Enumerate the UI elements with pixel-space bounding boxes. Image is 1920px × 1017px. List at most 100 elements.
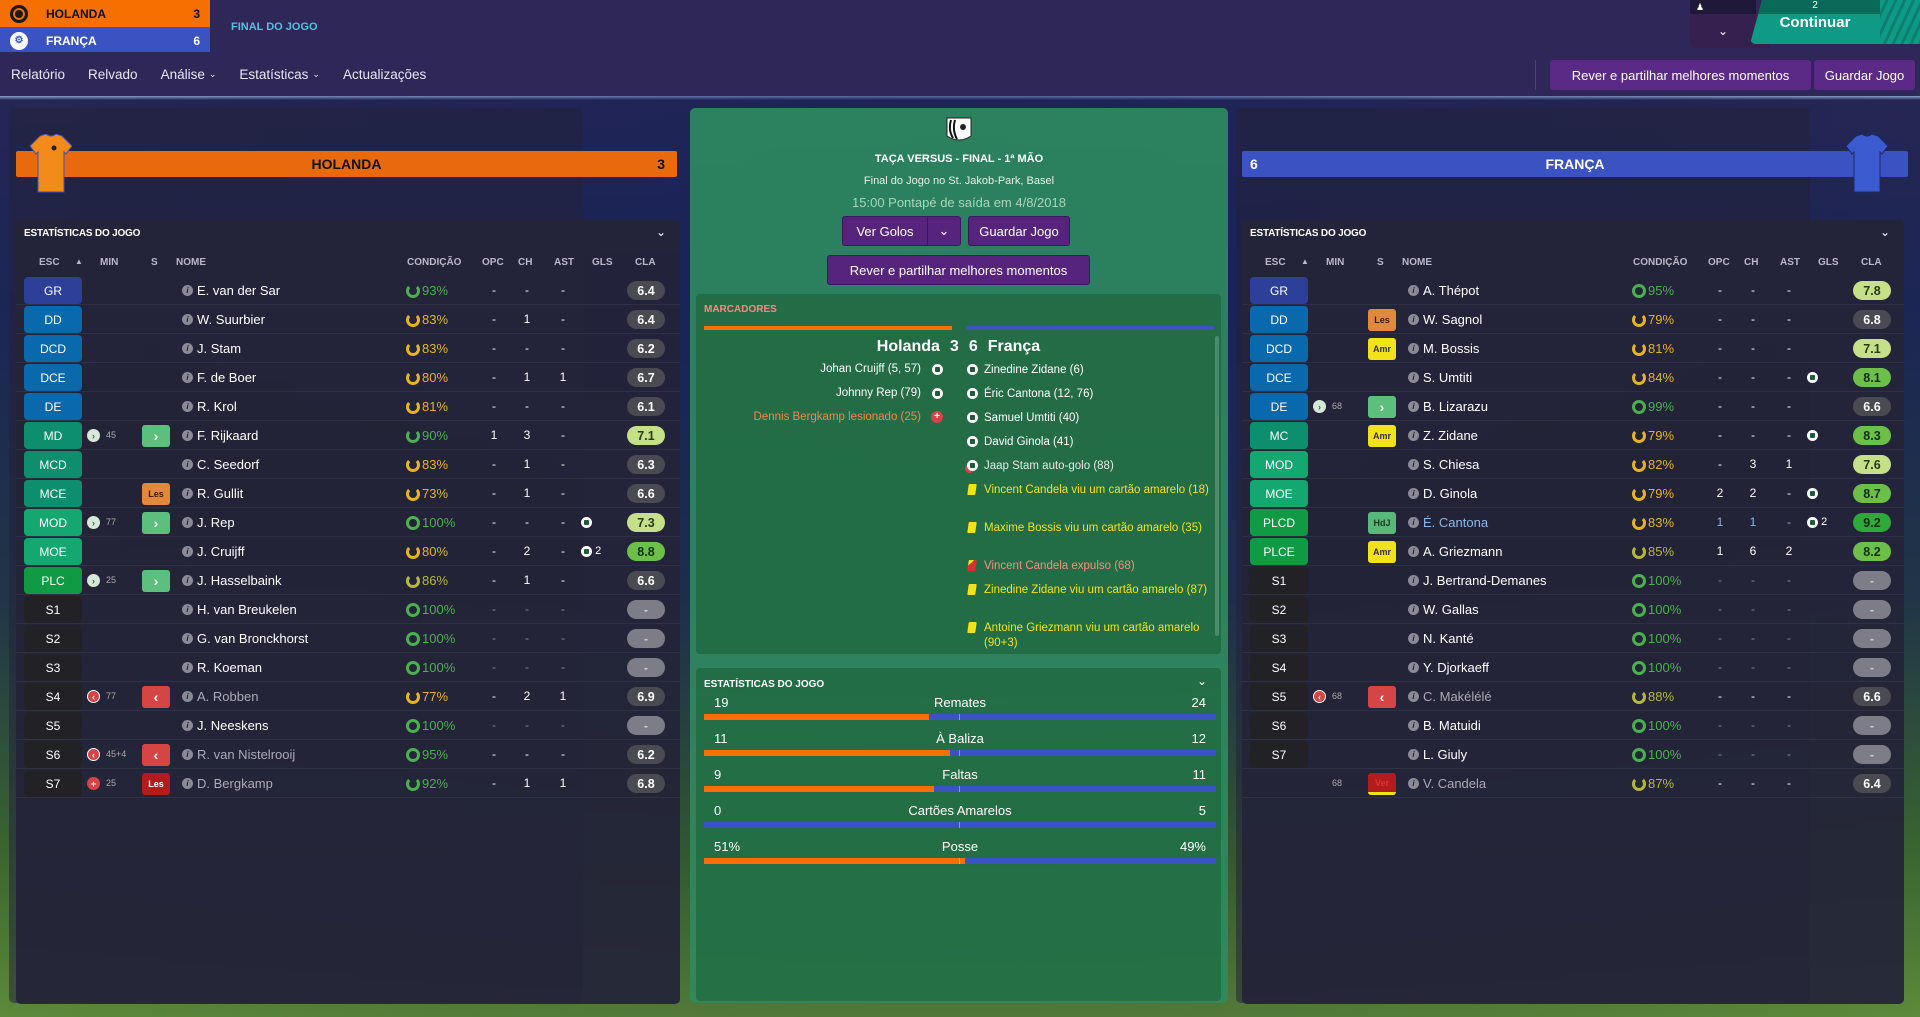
player-name[interactable]: D. Ginola bbox=[1423, 486, 1478, 501]
position-badge[interactable]: MCE bbox=[24, 480, 82, 507]
player-name[interactable]: F. Rijkaard bbox=[197, 428, 259, 443]
player-name[interactable]: E. van der Sar bbox=[197, 283, 281, 298]
position-badge[interactable]: S3 bbox=[1250, 625, 1308, 652]
info-icon[interactable]: i bbox=[1408, 575, 1419, 586]
player-row[interactable]: MCD i C. Seedorf 83% - 1 - 6.3 bbox=[16, 450, 680, 479]
player-row[interactable]: S6 ‹ 45+4 ‹ i R. van Nistelrooij 95% - - - 6.2 bbox=[16, 740, 680, 769]
info-icon[interactable]: i bbox=[182, 285, 193, 296]
info-icon[interactable]: i bbox=[1408, 488, 1419, 499]
player-row[interactable]: PLCE Amr i A. Griezmann 85% 1 6 2 8.2 bbox=[1242, 537, 1904, 566]
position-badge[interactable]: PLC bbox=[24, 567, 82, 594]
player-row[interactable]: MC Amr i Z. Zidane 79% - - - 8.3 bbox=[1242, 421, 1904, 450]
col-opc[interactable]: OPC bbox=[1708, 257, 1730, 268]
player-row[interactable]: PLCD HdJ i É. Cantona 83% 1 1 - 2 9.2 bbox=[1242, 508, 1904, 537]
info-icon[interactable]: i bbox=[182, 720, 193, 731]
info-icon[interactable]: i bbox=[1408, 314, 1419, 325]
player-name[interactable]: W. Suurbier bbox=[197, 312, 265, 327]
player-name[interactable]: J. Stam bbox=[197, 341, 242, 356]
position-badge[interactable]: S2 bbox=[24, 625, 82, 652]
info-icon[interactable]: i bbox=[182, 372, 193, 383]
col-gls[interactable]: GLS bbox=[592, 257, 613, 268]
player-name[interactable]: Y. Djorkaeff bbox=[1423, 660, 1490, 675]
col-min[interactable]: MIN bbox=[100, 257, 119, 268]
nav-item-analise[interactable]: Análise ⌄ bbox=[161, 67, 217, 82]
position-badge[interactable]: MCD bbox=[24, 451, 82, 478]
player-row[interactable]: S4 i Y. Djorkaeff 100% - - - - bbox=[1242, 653, 1904, 682]
player-row[interactable]: S7 i L. Giuly 100% - - - - bbox=[1242, 740, 1904, 769]
position-badge[interactable]: MD bbox=[24, 422, 82, 449]
position-badge[interactable]: PLCE bbox=[1250, 538, 1308, 565]
col-nome[interactable]: NOME bbox=[176, 257, 206, 268]
player-row[interactable]: S5 i J. Neeskens 100% - - - - bbox=[16, 711, 680, 740]
player-name[interactable]: A. Griezmann bbox=[1423, 544, 1503, 559]
col-esc[interactable]: ESC bbox=[39, 257, 60, 268]
player-name[interactable]: N. Kanté bbox=[1423, 631, 1474, 646]
player-row[interactable]: MD › 45 › i F. Rijkaard 90% 1 3 - 7.1 bbox=[16, 421, 680, 450]
info-icon[interactable]: i bbox=[1408, 662, 1419, 673]
player-row[interactable]: GR i A. Thépot 95% - - - 7.8 bbox=[1242, 276, 1904, 305]
col-ch[interactable]: CH bbox=[1744, 257, 1759, 268]
nav-item-relvado[interactable]: Relvado bbox=[88, 67, 138, 82]
col-condicao[interactable]: CONDIÇÃO bbox=[407, 257, 462, 268]
player-name[interactable]: D. Bergkamp bbox=[197, 776, 273, 791]
col-ast[interactable]: AST bbox=[554, 257, 574, 268]
col-opc[interactable]: OPC bbox=[482, 257, 504, 268]
collapse-chevron-icon[interactable]: ⌄ bbox=[655, 225, 666, 239]
info-icon[interactable]: i bbox=[182, 546, 193, 557]
player-row[interactable]: DCE i F. de Boer 80% - 1 1 6.7 bbox=[16, 363, 680, 392]
col-min[interactable]: MIN bbox=[1326, 257, 1345, 268]
position-badge[interactable]: DD bbox=[24, 306, 82, 333]
col-nome[interactable]: NOME bbox=[1402, 257, 1432, 268]
info-icon[interactable]: i bbox=[182, 314, 193, 325]
player-name[interactable]: C. Makélélé bbox=[1423, 689, 1492, 704]
col-cla[interactable]: CLA bbox=[1861, 257, 1882, 268]
info-icon[interactable]: i bbox=[1408, 517, 1419, 528]
position-badge[interactable]: S3 bbox=[24, 654, 82, 681]
player-row[interactable]: S2 i W. Gallas 100% - - - - bbox=[1242, 595, 1904, 624]
player-name[interactable]: J. Hasselbaink bbox=[197, 573, 282, 588]
info-icon[interactable]: i bbox=[182, 343, 193, 354]
info-icon[interactable]: i bbox=[182, 459, 193, 470]
player-name[interactable]: W. Sagnol bbox=[1423, 312, 1483, 327]
player-row[interactable]: PLC › 25 › i J. Hasselbaink 86% - 1 - 6.6 bbox=[16, 566, 680, 595]
player-name[interactable]: G. van Bronckhorst bbox=[197, 631, 309, 646]
collapse-chevron-icon[interactable]: ⌄ bbox=[1196, 674, 1207, 688]
position-badge[interactable]: DCE bbox=[24, 364, 82, 391]
position-badge[interactable]: S1 bbox=[24, 596, 82, 623]
info-icon[interactable]: i bbox=[182, 604, 193, 615]
col-s[interactable]: S bbox=[1377, 257, 1384, 268]
view-goals-button[interactable]: Ver Golos bbox=[842, 216, 928, 246]
player-name[interactable]: S. Umtiti bbox=[1423, 370, 1473, 385]
info-icon[interactable]: i bbox=[1408, 343, 1419, 354]
player-name[interactable]: R. van Nistelrooij bbox=[197, 747, 296, 762]
position-badge[interactable]: S5 bbox=[1250, 683, 1308, 710]
player-row[interactable]: MOE i J. Cruijff 80% - 2 - 2 8.8 bbox=[16, 537, 680, 566]
col-gls[interactable]: GLS bbox=[1818, 257, 1839, 268]
player-row[interactable]: MOE i D. Ginola 79% 2 2 - 8.7 bbox=[1242, 479, 1904, 508]
position-badge[interactable]: S6 bbox=[1250, 712, 1308, 739]
player-row[interactable]: 68 Ver i V. Candela 87% - - - 6.4 bbox=[1242, 769, 1904, 798]
info-icon[interactable]: i bbox=[1408, 604, 1419, 615]
player-row[interactable]: DD i W. Suurbier 83% - 1 - 6.4 bbox=[16, 305, 680, 334]
col-s[interactable]: S bbox=[151, 257, 158, 268]
player-row[interactable]: DCE i S. Umtiti 84% - - - 8.1 bbox=[1242, 363, 1904, 392]
player-name[interactable]: A. Robben bbox=[197, 689, 259, 704]
player-row[interactable]: S6 i B. Matuidi 100% - - - - bbox=[1242, 711, 1904, 740]
nav-item-estatisticas[interactable]: Estatísticas ⌄ bbox=[239, 67, 320, 82]
position-badge[interactable]: S4 bbox=[1250, 654, 1308, 681]
player-row[interactable]: S3 i R. Koeman 100% - - - - bbox=[16, 653, 680, 682]
info-icon[interactable]: i bbox=[1408, 720, 1419, 731]
player-row[interactable]: MCE Les i R. Gullit 73% - 1 - 6.6 bbox=[16, 479, 680, 508]
player-name[interactable]: B. Lizarazu bbox=[1423, 399, 1489, 414]
col-cla[interactable]: CLA bbox=[635, 257, 656, 268]
col-ch[interactable]: CH bbox=[518, 257, 533, 268]
scrollbar[interactable] bbox=[1215, 336, 1219, 636]
position-badge[interactable]: DCE bbox=[1250, 364, 1308, 391]
position-badge[interactable]: S5 bbox=[24, 712, 82, 739]
info-icon[interactable]: i bbox=[1408, 430, 1419, 441]
player-name[interactable]: R. Koeman bbox=[197, 660, 263, 675]
position-badge[interactable]: DD bbox=[1250, 306, 1308, 333]
player-name[interactable]: B. Matuidi bbox=[1423, 718, 1481, 733]
player-name[interactable]: V. Candela bbox=[1423, 776, 1487, 791]
player-row[interactable]: DE i R. Krol 81% - - - 6.1 bbox=[16, 392, 680, 421]
